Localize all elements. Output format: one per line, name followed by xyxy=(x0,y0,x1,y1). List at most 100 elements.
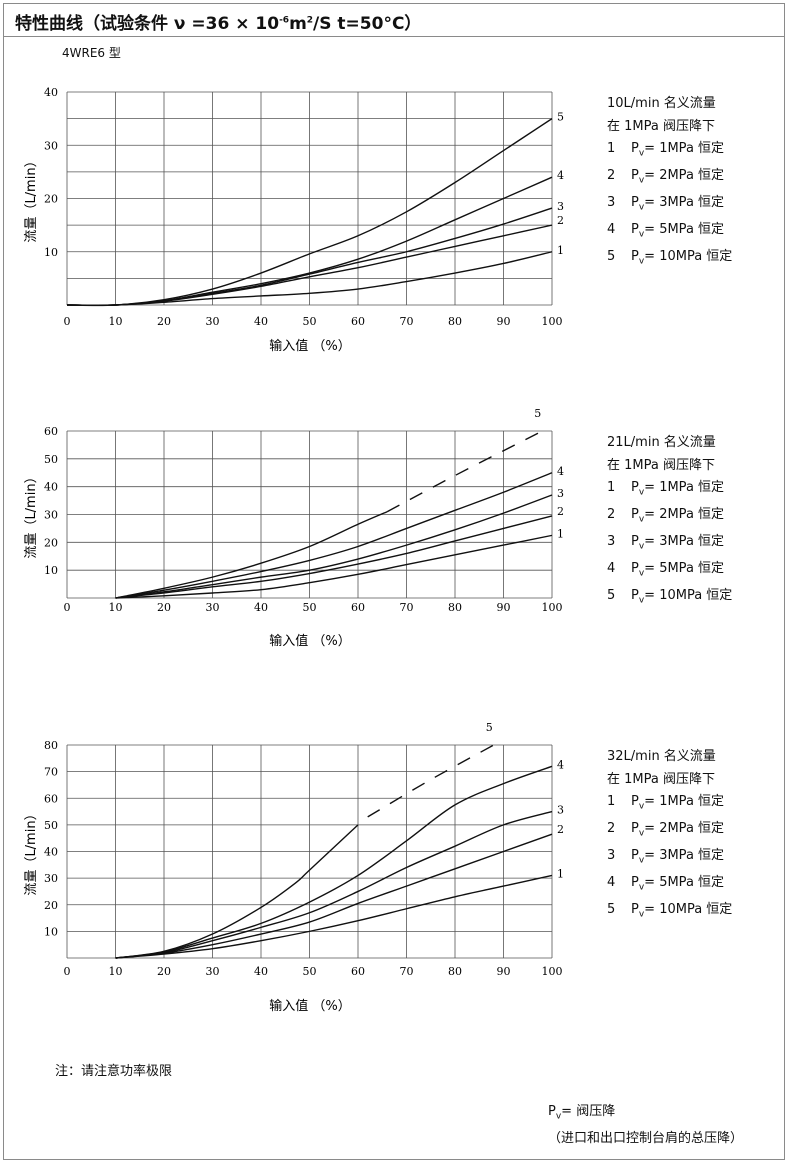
title-bar: 特性曲线（试验条件 ν =36 × 10-6m2/S t=50°C） xyxy=(3,3,785,37)
x-tick-label: 10 xyxy=(109,315,123,328)
legend-p: P xyxy=(631,794,639,809)
x-tick-label: 80 xyxy=(448,601,462,614)
legend-sub: v xyxy=(638,229,645,240)
y-tick-label: 20 xyxy=(44,899,58,912)
legend-num: 2 xyxy=(607,168,616,184)
x-tick-label: 20 xyxy=(157,601,171,614)
legend-p: P xyxy=(631,168,639,184)
y-tick-label: 60 xyxy=(44,792,58,805)
pv-definition: Pv= 阀压降 （进口和出口控制台肩的总压降） xyxy=(548,1101,743,1150)
x-tick-label: 60 xyxy=(351,601,365,614)
chart-1-legend: 10L/min 名义流量在 1MPa 阀压降下 1 Pv= 1MPa 恒定 2 Pv= … xyxy=(607,93,732,273)
legend-p: P xyxy=(631,588,639,604)
x-tick-label: 30 xyxy=(206,601,220,614)
legend-num: 4 xyxy=(607,561,616,577)
legend-p: P xyxy=(631,480,639,495)
series-4-label: 4 xyxy=(557,758,564,771)
series-2-label: 2 xyxy=(557,823,564,836)
series-3-label: 3 xyxy=(557,804,564,817)
legend-item: 3 Pv= 3MPa 恒定 xyxy=(607,531,732,558)
series-2-label: 2 xyxy=(557,505,564,518)
series-1-label: 1 xyxy=(557,867,564,880)
series-4-label: 4 xyxy=(557,169,564,182)
x-tick-label: 0 xyxy=(64,315,71,328)
series-5-dashed-line xyxy=(386,430,543,513)
x-tick-label: 30 xyxy=(206,315,220,328)
legend-text: = 3MPa 恒定 xyxy=(644,195,725,211)
legend-p: P xyxy=(631,821,639,837)
legend-item: 5 Pv= 10MPa 恒定 xyxy=(607,899,732,926)
legend-p: P xyxy=(631,902,639,918)
series-1-label: 1 xyxy=(557,527,564,540)
legend-text: = 1MPa 恒定 xyxy=(644,794,725,809)
legend-num: 3 xyxy=(607,534,616,550)
x-tick-label: 40 xyxy=(254,315,268,328)
y-tick-label: 30 xyxy=(44,509,58,522)
x-tick-label: 60 xyxy=(351,315,365,328)
legend-sub: v xyxy=(638,595,645,606)
legend-p: P xyxy=(631,534,639,550)
x-tick-label: 40 xyxy=(254,601,268,614)
legend-item: 3 Pv= 3MPa 恒定 xyxy=(607,192,732,219)
x-tick-label: 70 xyxy=(400,601,414,614)
series-5-line xyxy=(66,118,553,307)
legend-text: = 2MPa 恒定 xyxy=(644,168,725,184)
x-tick-label: 50 xyxy=(303,315,317,328)
chart-3-legend: 32L/min 名义流量在 1MPa 阀压降下 1 Pv= 1MPa 恒定 2 Pv= … xyxy=(607,746,732,926)
x-tick-label: 100 xyxy=(542,965,563,978)
x-axis-label: 输入值 （%） xyxy=(269,338,351,354)
legend-sub: v xyxy=(638,882,645,893)
x-tick-label: 10 xyxy=(109,965,123,978)
y-tick-label: 50 xyxy=(44,819,58,832)
legend-sub: v xyxy=(638,801,645,812)
x-tick-label: 80 xyxy=(448,965,462,978)
legend-num: 5 xyxy=(607,902,616,918)
legend-subtitle: 在 1MPa 阀压降下 xyxy=(607,118,715,134)
title-text: 特性曲线（试验条件 ν =36 × 10 xyxy=(15,14,280,34)
x-tick-label: 40 xyxy=(254,965,268,978)
y-tick-label: 40 xyxy=(44,86,58,99)
series-3-label: 3 xyxy=(557,200,564,213)
legend-num: 1 xyxy=(607,480,616,495)
legend-text: = 1MPa 恒定 xyxy=(644,480,725,495)
x-tick-label: 70 xyxy=(400,965,414,978)
legend-text: = 2MPa 恒定 xyxy=(644,821,725,837)
x-tick-label: 90 xyxy=(497,315,511,328)
legend-p: P xyxy=(631,222,639,238)
legend-sub: v xyxy=(638,909,645,920)
legend-num: 2 xyxy=(607,821,616,837)
series-1-label: 1 xyxy=(557,244,564,257)
legend-item: 2 Pv= 2MPa 恒定 xyxy=(607,818,732,845)
legend-item: 5 Pv= 10MPa 恒定 xyxy=(607,585,732,612)
legend-text: = 3MPa 恒定 xyxy=(644,848,725,864)
series-2-line xyxy=(115,515,553,599)
y-tick-label: 10 xyxy=(44,246,58,259)
series-5-label: 5 xyxy=(534,407,541,420)
legend-sub: v xyxy=(638,568,645,579)
legend-sub: v xyxy=(638,828,645,839)
y-tick-label: 60 xyxy=(44,425,58,438)
x-tick-label: 30 xyxy=(206,965,220,978)
series-4-label: 4 xyxy=(557,465,564,478)
legend-sub: v xyxy=(638,256,645,267)
x-tick-label: 50 xyxy=(303,965,317,978)
legend-num: 5 xyxy=(607,249,616,265)
series-3-line xyxy=(115,494,553,599)
y-tick-label: 40 xyxy=(44,481,58,494)
legend-text: = 10MPa 恒定 xyxy=(644,588,733,604)
series-2-label: 2 xyxy=(557,214,564,227)
x-axis-label: 输入值 （%） xyxy=(269,633,351,649)
legend-text: = 2MPa 恒定 xyxy=(644,507,725,523)
series-5-line xyxy=(115,511,388,599)
pv-text: = 阀压降 xyxy=(561,1104,616,1119)
x-tick-label: 90 xyxy=(497,965,511,978)
legend-item: 2 Pv= 2MPa 恒定 xyxy=(607,165,732,192)
series-4-line xyxy=(115,765,553,959)
series-5-line xyxy=(115,824,359,959)
x-tick-label: 100 xyxy=(542,601,563,614)
x-tick-label: 50 xyxy=(303,601,317,614)
title-exponent: -6 xyxy=(279,15,290,26)
legend-item: 4 Pv= 5MPa 恒定 xyxy=(607,872,732,899)
